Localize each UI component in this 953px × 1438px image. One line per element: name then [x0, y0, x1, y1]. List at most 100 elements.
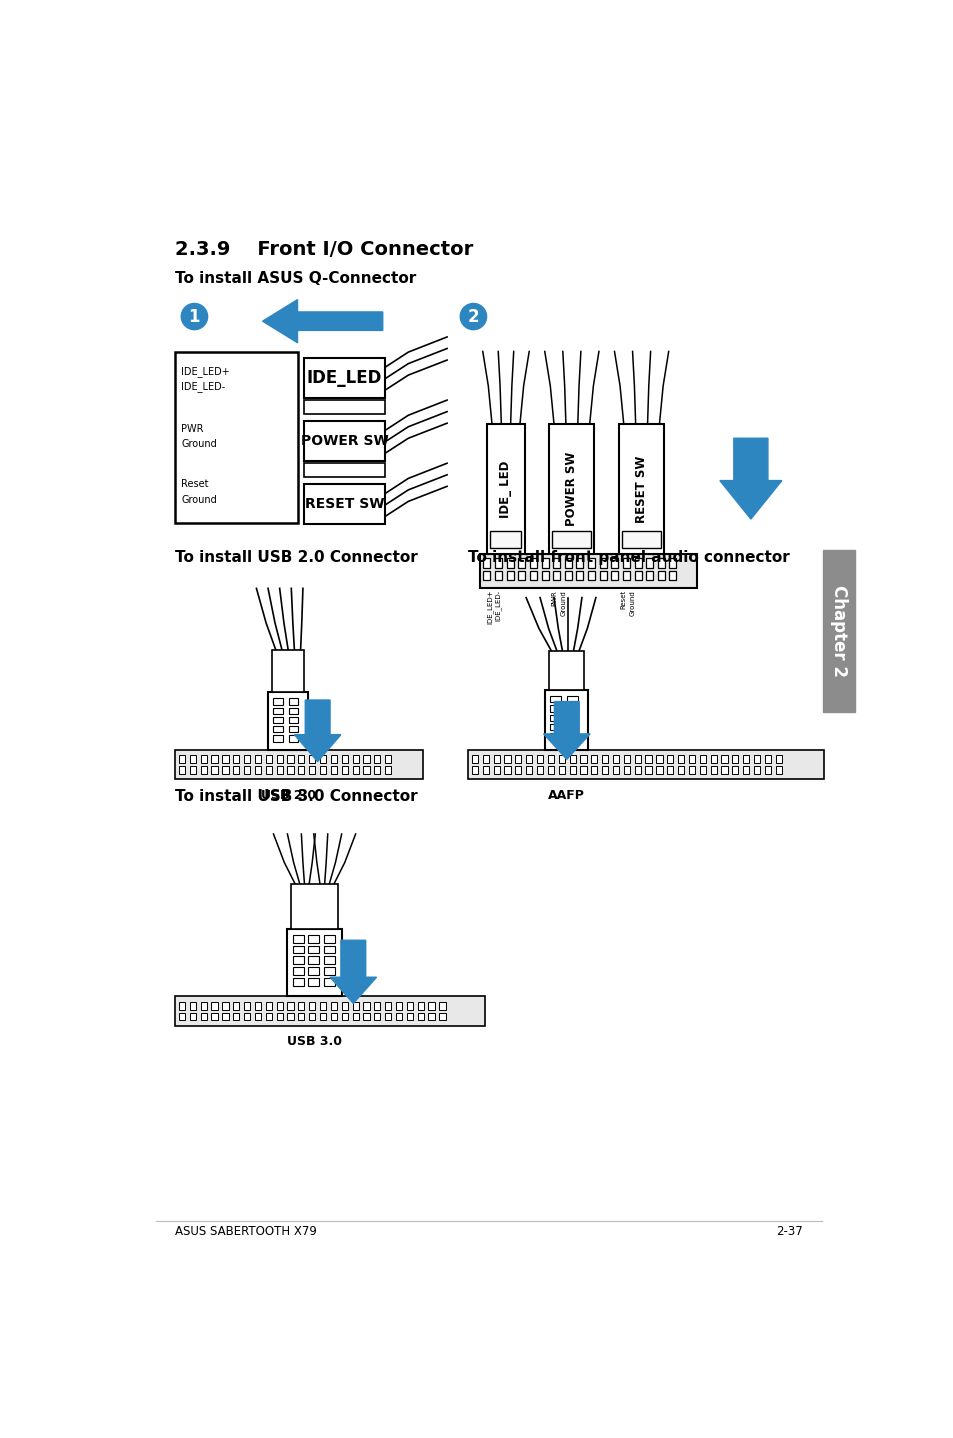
Bar — [222, 1002, 229, 1009]
Bar — [406, 1012, 413, 1021]
Bar — [576, 571, 583, 580]
Bar — [293, 946, 303, 953]
Bar — [341, 1002, 348, 1009]
Bar — [472, 766, 477, 774]
Bar — [353, 1002, 358, 1009]
Text: 2.3.9    Front I/O Connector: 2.3.9 Front I/O Connector — [174, 240, 473, 259]
Bar — [623, 755, 629, 764]
Bar — [276, 755, 282, 764]
Bar — [341, 766, 348, 774]
Bar — [601, 766, 608, 774]
Bar — [303, 485, 385, 525]
Bar — [212, 1012, 217, 1021]
Bar — [490, 531, 521, 548]
Text: To install USB 2.0 Connector: To install USB 2.0 Connector — [174, 549, 417, 565]
Bar — [303, 421, 385, 462]
Bar — [303, 463, 385, 477]
Bar — [233, 1002, 239, 1009]
Bar — [564, 558, 571, 568]
Bar — [254, 1012, 261, 1021]
Bar — [276, 1002, 282, 1009]
Text: To install USB 3.0 Connector: To install USB 3.0 Connector — [174, 788, 417, 804]
Text: 1: 1 — [189, 308, 200, 325]
Bar — [483, 571, 490, 580]
Bar — [303, 358, 385, 398]
Bar — [612, 755, 618, 764]
Bar — [268, 692, 308, 751]
Bar — [222, 766, 229, 774]
Bar — [493, 766, 499, 774]
Bar — [331, 1002, 336, 1009]
Bar — [742, 766, 748, 774]
Bar — [656, 766, 661, 774]
Bar — [775, 766, 781, 774]
Bar — [611, 571, 618, 580]
Bar — [517, 571, 525, 580]
Bar — [363, 766, 369, 774]
Bar — [174, 352, 297, 523]
Bar — [179, 755, 185, 764]
Bar — [190, 755, 195, 764]
Bar — [504, 766, 510, 774]
Bar — [515, 755, 521, 764]
Text: PWR: PWR — [551, 590, 557, 605]
Bar — [374, 1002, 380, 1009]
Bar — [266, 1012, 272, 1021]
Bar — [174, 997, 484, 1025]
Bar — [395, 1002, 402, 1009]
Bar — [658, 571, 664, 580]
Text: AAFP: AAFP — [548, 788, 584, 801]
Bar — [732, 766, 738, 774]
Bar — [309, 766, 315, 774]
Bar — [553, 571, 559, 580]
Bar — [567, 696, 578, 702]
Bar — [710, 766, 716, 774]
Bar — [732, 755, 738, 764]
Text: PWR: PWR — [181, 424, 204, 434]
Bar — [550, 715, 560, 720]
Bar — [504, 755, 510, 764]
Bar — [363, 1002, 369, 1009]
Bar — [309, 1002, 315, 1009]
Bar — [293, 935, 303, 942]
Bar — [553, 558, 559, 568]
Bar — [309, 755, 315, 764]
Bar — [622, 571, 629, 580]
Bar — [179, 766, 185, 774]
Bar — [550, 706, 560, 712]
Bar — [591, 766, 597, 774]
Bar — [254, 766, 261, 774]
Bar — [212, 766, 217, 774]
Bar — [506, 571, 513, 580]
Bar — [688, 755, 695, 764]
Bar — [319, 1012, 326, 1021]
Bar — [179, 1012, 185, 1021]
Bar — [493, 755, 499, 764]
Bar — [645, 558, 653, 568]
Bar — [274, 707, 282, 713]
Bar — [550, 696, 560, 702]
Bar — [274, 726, 282, 732]
Bar — [678, 755, 683, 764]
Bar — [374, 755, 380, 764]
Bar — [244, 1012, 250, 1021]
Bar — [319, 1002, 326, 1009]
Bar — [558, 766, 564, 774]
Bar — [341, 1012, 348, 1021]
Bar — [233, 766, 239, 774]
Text: IDE_LED+: IDE_LED+ — [487, 590, 494, 624]
Bar — [564, 571, 571, 580]
Bar — [634, 558, 641, 568]
Bar — [515, 766, 521, 774]
Bar — [200, 755, 207, 764]
Bar — [212, 755, 217, 764]
Bar — [530, 571, 537, 580]
Bar — [545, 690, 587, 751]
Bar — [190, 1012, 195, 1021]
Bar — [541, 558, 548, 568]
Text: RESET SW: RESET SW — [304, 498, 384, 512]
Bar — [601, 755, 608, 764]
Bar — [287, 929, 341, 997]
Bar — [385, 1012, 391, 1021]
Bar — [323, 968, 335, 975]
